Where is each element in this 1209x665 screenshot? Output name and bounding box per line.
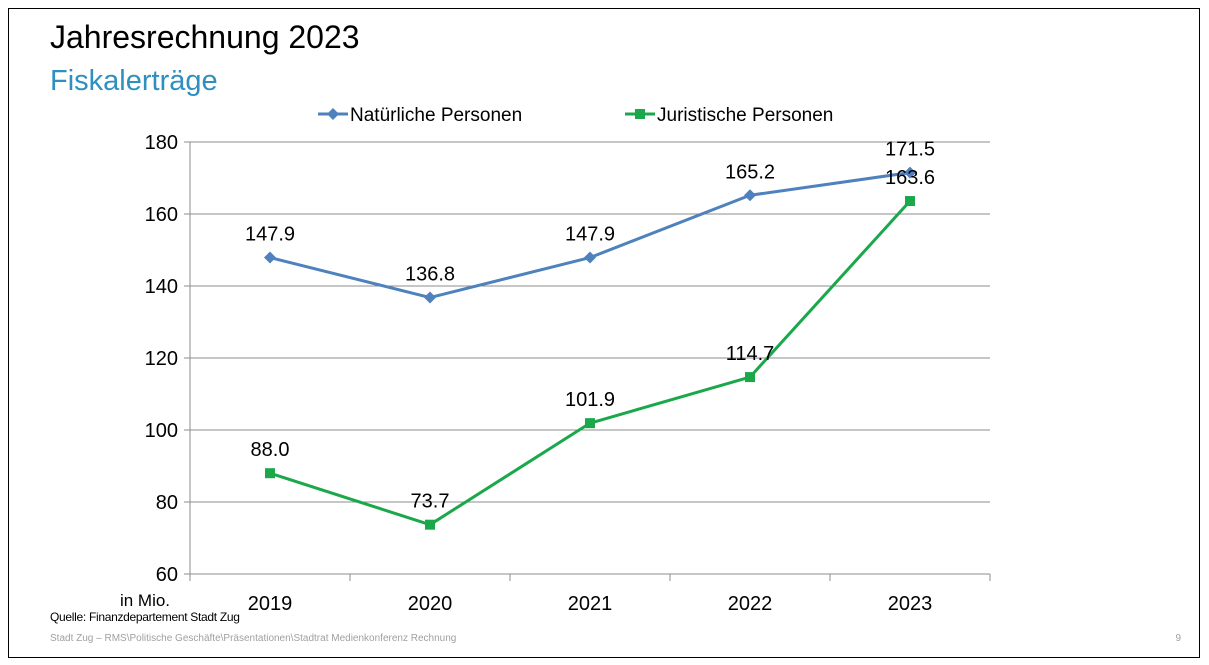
slide [8, 8, 1200, 658]
y-tick-label: 120 [145, 348, 178, 370]
y-tick-labels: 60 80 100 120 140 160 180 [145, 132, 178, 586]
data-point [264, 251, 276, 264]
data-point [584, 251, 596, 264]
y-tick-label: 140 [145, 276, 178, 298]
data-label: 73.7 [411, 491, 450, 513]
data-point [265, 468, 275, 479]
chart-legend: Natürliche Personen Juristische Personen [318, 105, 833, 126]
data-label: 171.5 [885, 139, 935, 161]
y-tick-label: 180 [145, 132, 178, 154]
data-label: 101.9 [565, 389, 615, 411]
data-label: 147.9 [245, 224, 295, 246]
data-label: 136.8 [405, 264, 455, 286]
data-point [425, 519, 435, 530]
data-label: 114.7 [726, 343, 775, 365]
data-label: 165.2 [725, 161, 775, 183]
y-tick-label: 60 [156, 564, 178, 586]
data-point [744, 189, 756, 202]
x-tick-label: 2023 [888, 593, 933, 615]
data-label: 163.6 [885, 167, 935, 189]
data-point [905, 196, 915, 207]
chart-series: 147.9 136.8 147.9 165.2 171.5 88.0 73.7 101.9 11… [245, 139, 935, 530]
y-tick-label: 100 [145, 420, 178, 442]
y-axis-unit-label: in Mio. [120, 591, 170, 610]
series-line [269, 200, 912, 527]
data-label: 147.9 [565, 224, 615, 246]
y-tick-label: 160 [145, 204, 178, 226]
page-number: 9 [1175, 633, 1181, 644]
data-point [585, 418, 595, 429]
series-1: 147.9 136.8 147.9 165.2 171.5 [245, 139, 935, 304]
legend-marker [635, 109, 645, 119]
chart-gridlines [190, 141, 990, 503]
x-tick-label: 2021 [568, 593, 613, 615]
x-tick-label: 2020 [408, 593, 453, 615]
y-tick-label: 80 [156, 492, 178, 514]
data-point [424, 291, 436, 304]
slide-subtitle: Fiskalerträge [50, 65, 218, 97]
x-tick-label: 2019 [248, 593, 293, 615]
slide-title: Jahresrechnung 2023 [50, 19, 360, 55]
chart-axes [184, 141, 991, 581]
series-2: 88.0 73.7 101.9 114.7 163.6 [251, 167, 935, 530]
x-tick-labels: 2019 2020 2021 2022 2023 [248, 593, 933, 615]
footer-path: Stadt Zug – RMS\Politische Geschäfte\Prä… [50, 633, 457, 644]
legend-item: Natürliche Personen [318, 105, 522, 126]
legend-label: Juristische Personen [657, 105, 833, 126]
source-note: Quelle: Finanzdepartement Stadt Zug [50, 610, 240, 624]
legend-marker [327, 108, 339, 120]
data-point [904, 166, 916, 179]
x-tick-label: 2022 [728, 593, 773, 615]
legend-item: Juristische Personen [625, 105, 833, 126]
data-point [745, 372, 755, 383]
legend-label: Natürliche Personen [350, 105, 522, 126]
data-label: 88.0 [251, 439, 290, 461]
